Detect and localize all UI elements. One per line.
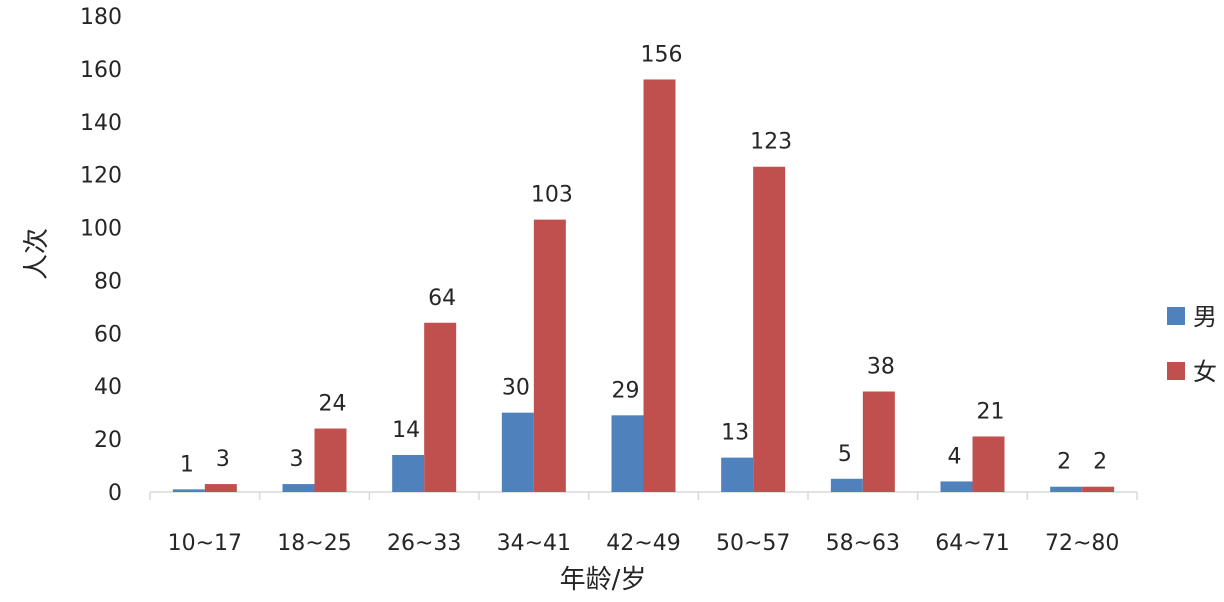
bar-male — [830, 478, 863, 492]
x-tick-label: 10~17 — [168, 531, 242, 556]
data-label: 13 — [721, 421, 749, 446]
bar-female — [533, 219, 566, 492]
bar-male — [1050, 486, 1083, 492]
bar-male — [282, 484, 315, 492]
y-tick-label: 160 — [80, 58, 122, 83]
data-label: 21 — [977, 399, 1005, 424]
y-tick-label: 120 — [80, 164, 122, 189]
legend: 男女 — [1167, 303, 1217, 386]
y-tick-label: 140 — [80, 111, 122, 136]
y-tick-label: 20 — [94, 428, 122, 453]
data-label: 3 — [290, 447, 304, 472]
x-tick-label: 34~41 — [497, 531, 571, 556]
y-tick-label: 0 — [108, 481, 122, 506]
bar-female — [1082, 486, 1115, 492]
bar-male — [392, 454, 425, 492]
data-label: 123 — [750, 130, 792, 155]
data-label: 4 — [948, 444, 962, 469]
y-tick-label: 100 — [80, 217, 122, 242]
legend-label: 女 — [1193, 358, 1217, 386]
bar-female — [862, 391, 895, 492]
bar-male — [501, 412, 534, 492]
bar-male — [721, 457, 754, 492]
y-tick-label: 60 — [94, 322, 122, 347]
data-label: 38 — [867, 355, 895, 380]
bars — [172, 79, 1115, 492]
legend-label: 男 — [1193, 303, 1217, 331]
data-label: 2 — [1057, 450, 1071, 475]
y-tick-label: 80 — [94, 269, 122, 294]
x-tick-label: 50~57 — [716, 531, 790, 556]
bar-female — [972, 436, 1005, 492]
bar-male — [611, 415, 644, 492]
data-label: 1 — [180, 452, 194, 477]
x-tick-label: 72~80 — [1045, 531, 1119, 556]
data-label: 64 — [428, 286, 456, 311]
legend-swatch — [1167, 307, 1185, 325]
data-label: 3 — [216, 447, 230, 472]
data-label: 29 — [612, 378, 640, 403]
bar-male — [172, 489, 205, 492]
x-tick-label: 58~63 — [826, 531, 900, 556]
y-tick-label: 40 — [94, 375, 122, 400]
data-label: 24 — [319, 392, 347, 417]
bar-male — [940, 481, 973, 492]
data-label: 2 — [1093, 450, 1107, 475]
bar-female — [314, 428, 347, 492]
bar-female — [204, 484, 237, 492]
x-tick-label: 26~33 — [387, 531, 461, 556]
bar-female — [753, 166, 786, 492]
y-axis-ticks: 0 20 40 60 80 100 120 140 160 180 — [80, 5, 122, 506]
x-axis-title: 年龄/岁 — [560, 565, 647, 595]
data-label: 156 — [641, 42, 683, 67]
data-label: 5 — [838, 442, 852, 467]
legend-swatch — [1167, 362, 1185, 380]
bar-female — [424, 322, 457, 492]
data-label: 30 — [502, 376, 530, 401]
x-tick-label: 42~49 — [606, 531, 680, 556]
x-tick-label: 64~71 — [935, 531, 1009, 556]
y-tick-label: 180 — [80, 5, 122, 30]
y-axis-title: 人次 — [22, 228, 52, 280]
x-tick-label: 18~25 — [277, 531, 351, 556]
data-label: 103 — [531, 183, 573, 208]
x-axis-ticks: 10~17 18~25 26~33 34~41 42~49 50~57 58~63 64~71… — [149, 492, 1138, 556]
bar-female — [643, 79, 676, 492]
data-label: 14 — [392, 418, 420, 443]
